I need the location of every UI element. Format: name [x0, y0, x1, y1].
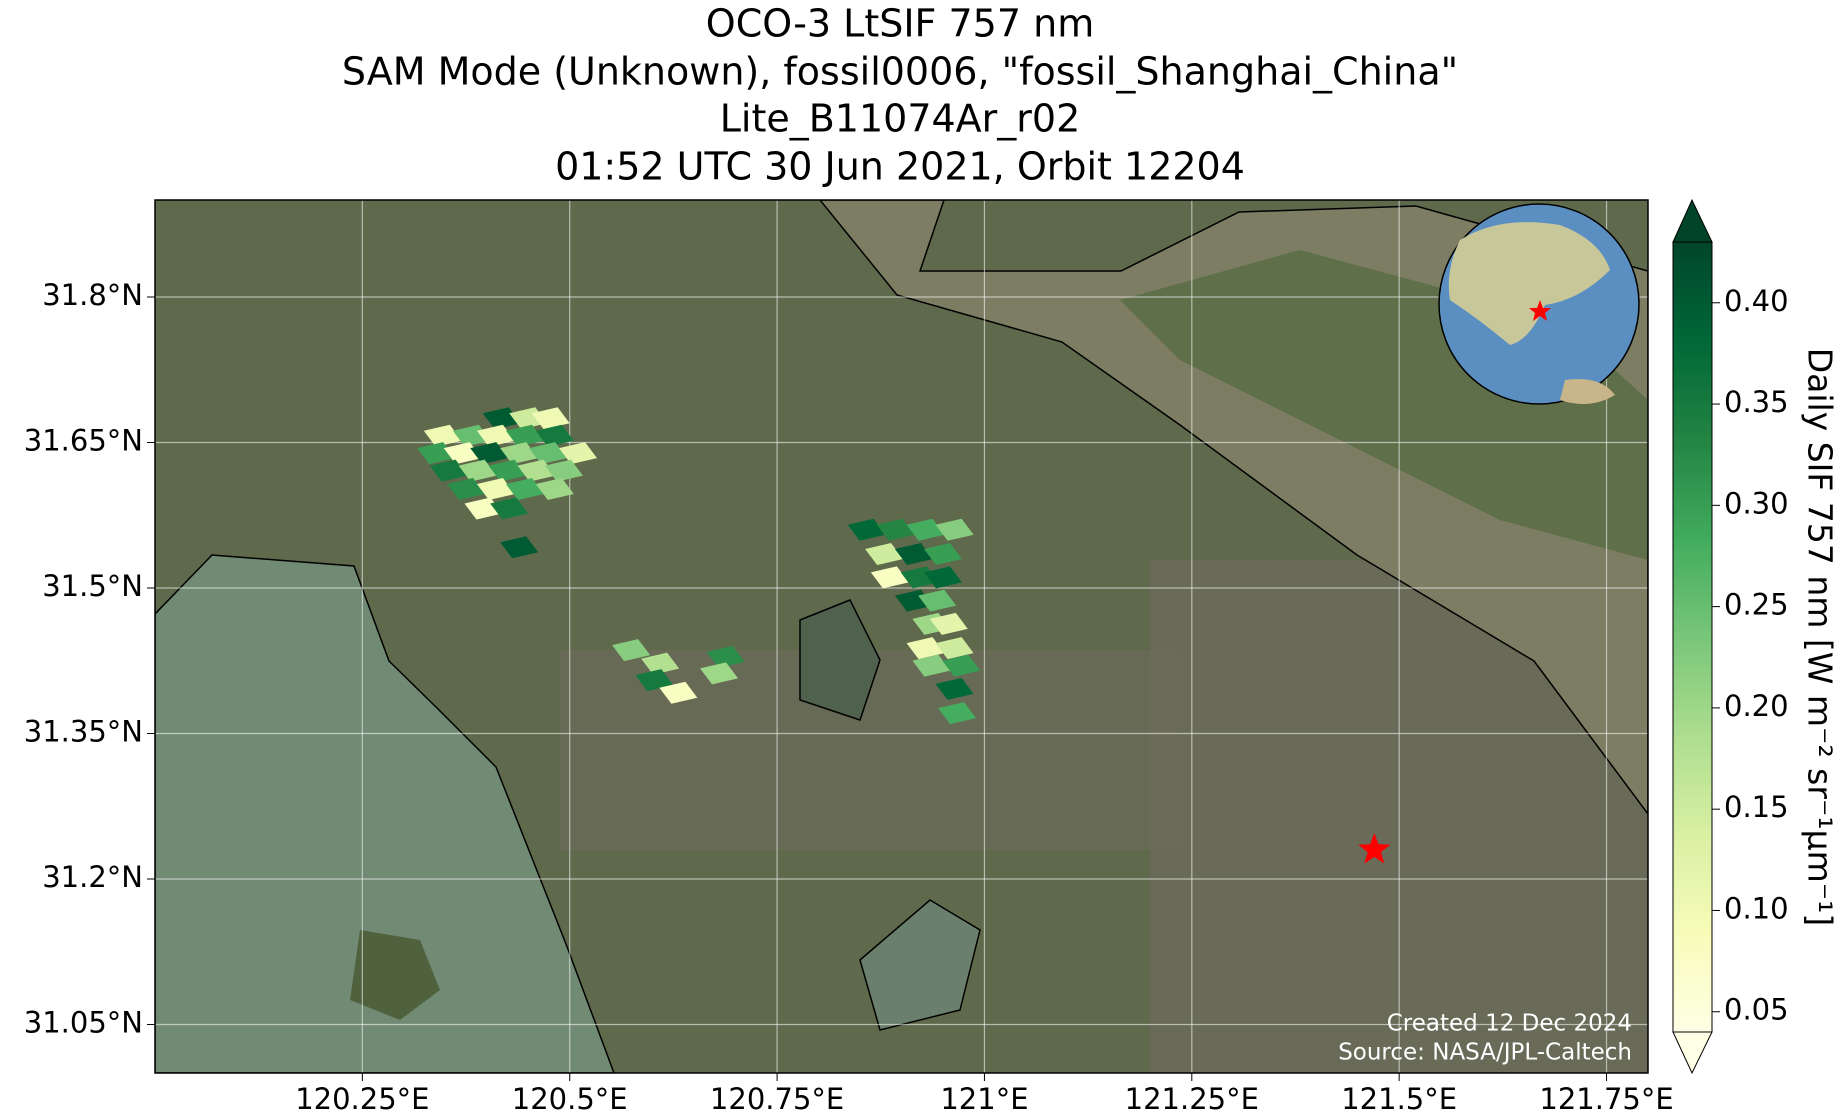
- y-tick-label: 31.65°N: [24, 424, 143, 458]
- lake: [155, 554, 615, 1073]
- colorbar: [1672, 198, 1713, 1075]
- sif-footprint: [706, 645, 745, 668]
- credit: Source: NASA/JPL-Caltech: [1338, 1040, 1632, 1066]
- sif-footprint: [535, 478, 574, 501]
- sif-footprint: [544, 459, 583, 482]
- sif-footprint: [529, 442, 568, 465]
- sif-footprint: [938, 702, 977, 725]
- sif-footprint: [906, 637, 945, 660]
- sif-footprint: [458, 459, 497, 482]
- sif-footprint: [942, 654, 981, 677]
- sif-footprint: [635, 669, 674, 692]
- sif-footprint: [505, 424, 544, 447]
- colorbar-tick-label: 0.25: [1724, 588, 1789, 622]
- globe-land: [1448, 222, 1610, 345]
- sif-footprint: [612, 639, 651, 662]
- sif-footprint: [912, 654, 951, 677]
- sif-footprint: [500, 442, 539, 465]
- x-tick-label: 121.25°E: [1125, 1082, 1259, 1116]
- globe-target: [1529, 300, 1551, 321]
- sif-footprint: [870, 566, 909, 589]
- colorbar-tick-label: 0.20: [1724, 689, 1789, 723]
- globe-land: [1560, 379, 1615, 404]
- colorbar-body: [1672, 241, 1713, 1033]
- sif-footprint: [935, 677, 974, 700]
- colorbar-tick-label: 0.35: [1724, 385, 1789, 419]
- sif-footprint: [535, 424, 574, 447]
- sif-footprint: [876, 518, 915, 541]
- colorbar-tick-label: 0.40: [1724, 284, 1789, 318]
- sif-footprint: [476, 424, 515, 447]
- sif-footprint: [559, 442, 598, 465]
- globe-inset: [1438, 203, 1640, 405]
- colorbar-tick-label: 0.15: [1724, 790, 1789, 824]
- sif-footprint: [429, 459, 468, 482]
- credit: Created 12 Dec 2024: [1387, 1011, 1632, 1037]
- sif-footprint: [894, 543, 933, 566]
- x-tick-label: 121°E: [940, 1082, 1028, 1116]
- lake: [859, 899, 981, 1031]
- sif-footprint: [935, 637, 974, 660]
- x-tick-label: 120.75°E: [710, 1082, 844, 1116]
- y-tick-label: 31.05°N: [24, 1006, 143, 1040]
- basemap: [155, 200, 1648, 1073]
- y-tick-label: 31.2°N: [42, 860, 143, 894]
- sif-footprint: [700, 662, 739, 685]
- sif-footprint: [659, 681, 698, 704]
- x-tick-label: 120.25°E: [295, 1082, 429, 1116]
- sif-footprint: [865, 543, 904, 566]
- map-frame: [154, 199, 1649, 1074]
- title: OCO-3 LtSIF 757 nm: [706, 2, 1094, 46]
- sif-footprint: [923, 543, 962, 566]
- footprints: [417, 407, 1391, 864]
- sif-footprint: [505, 478, 544, 501]
- sif-footprint: [641, 652, 680, 675]
- colorbar-label: Daily SIF 757 nm [W m⁻² sr⁻¹μm⁻¹]: [1801, 348, 1840, 927]
- sif-footprint: [500, 536, 539, 559]
- y-tick-label: 31.8°N: [42, 278, 143, 312]
- lake: [799, 599, 881, 721]
- sif-footprint: [482, 407, 521, 430]
- title: SAM Mode (Unknown), fossil0006, "fossil_…: [342, 50, 1458, 94]
- sif-footprint: [476, 478, 515, 501]
- sif-footprint: [531, 407, 570, 430]
- sif-footprint: [488, 459, 527, 482]
- sif-footprint: [447, 478, 486, 501]
- sif-footprint: [929, 612, 968, 635]
- sif-footprint: [935, 518, 974, 541]
- sif-footprint: [847, 518, 886, 541]
- island: [350, 930, 440, 1020]
- sif-footprint: [918, 589, 957, 612]
- sif-footprint: [423, 424, 462, 447]
- colorbar-tick-label: 0.30: [1724, 486, 1789, 520]
- sif-footprint: [490, 497, 529, 520]
- sif-footprint: [906, 518, 945, 541]
- sif-footprint: [470, 442, 509, 465]
- x-tick-label: 120.5°E: [512, 1082, 628, 1116]
- y-tick-label: 31.35°N: [24, 715, 143, 749]
- colorbar-extend-max: [1672, 198, 1713, 243]
- sif-footprint: [517, 459, 556, 482]
- title: 01:52 UTC 30 Jun 2021, Orbit 12204: [555, 145, 1245, 189]
- x-tick-label: 121.5°E: [1341, 1082, 1457, 1116]
- y-tick-label: 31.5°N: [42, 569, 143, 603]
- colorbar-extend-min: [1672, 1031, 1713, 1075]
- colorbar-tick-label: 0.05: [1724, 993, 1789, 1027]
- x-tick-label: 121.75°E: [1539, 1082, 1673, 1116]
- sif-footprint: [443, 442, 482, 465]
- target-marker: [1358, 832, 1391, 864]
- title: Lite_B11074Ar_r02: [720, 97, 1081, 141]
- sif-footprint: [923, 566, 962, 589]
- sif-footprint: [417, 442, 456, 465]
- colorbar-tick-label: 0.10: [1724, 891, 1789, 925]
